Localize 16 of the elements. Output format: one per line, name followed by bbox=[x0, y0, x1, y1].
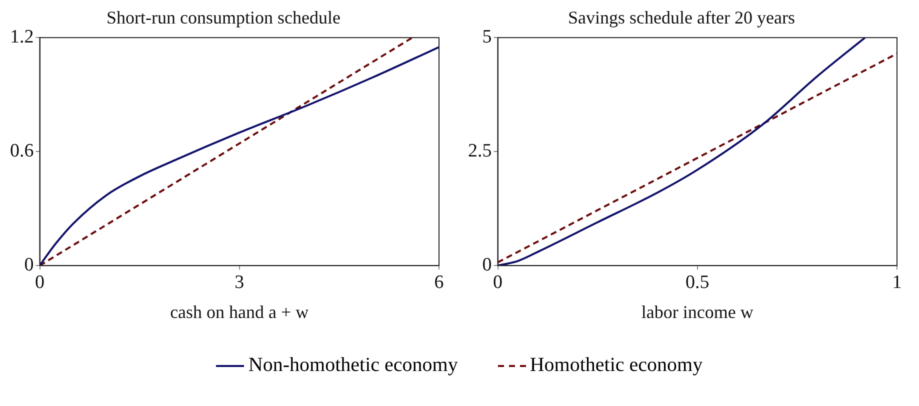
y-tick-label: 0 bbox=[24, 254, 34, 276]
chart-title: Savings schedule after 20 years bbox=[568, 8, 795, 28]
legend-label: Non-homothetic economy bbox=[248, 354, 458, 377]
x-axis-title: cash on hand a + w bbox=[170, 302, 309, 322]
x-tick-label: 3 bbox=[234, 272, 244, 293]
legend-label: Homothetic economy bbox=[530, 354, 703, 377]
y-tick-label: 0.6 bbox=[10, 140, 34, 162]
y-tick-label: 1.2 bbox=[10, 26, 34, 48]
y-tick-label: 2.5 bbox=[468, 140, 492, 162]
x-tick-label: 0.5 bbox=[686, 272, 710, 293]
x-axis-title: labor income w bbox=[641, 302, 754, 322]
chart-title: Short-run consumption schedule bbox=[106, 8, 340, 28]
y-tick-label: 0 bbox=[482, 254, 492, 276]
x-tick-label: 6 bbox=[434, 272, 444, 293]
x-tick-label: 1 bbox=[892, 272, 902, 293]
y-tick-label: 5 bbox=[482, 26, 492, 48]
